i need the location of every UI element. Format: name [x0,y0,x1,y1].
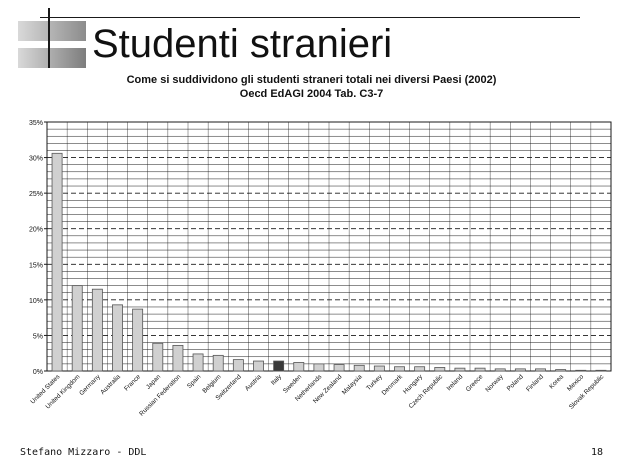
y-tick-label: 15% [29,262,43,269]
y-tick-label: 25% [29,191,43,198]
bar [394,366,405,372]
y-tick-label: 35% [29,120,43,127]
x-tick-label: Greece [465,373,485,393]
bar [414,366,426,372]
bar [293,362,305,372]
chart-subtitle: Oecd EdAGI 2004 Tab. C3-7 [239,88,384,100]
slide-page-number: 18 [590,447,603,458]
bar [434,367,446,372]
x-tick-label: Germany [78,373,102,397]
bar [313,363,325,372]
x-tick-label: Korea [548,373,565,390]
bar [91,288,103,372]
title-decoration-bar-bottom [18,48,86,68]
x-tick-label: Poland [506,373,525,392]
x-tick-label: Japan [145,373,163,391]
x-tick-label: Malaysia [341,373,364,396]
title-decoration-horizontal-line [40,17,580,18]
bar [51,152,63,372]
x-tick-label: Australia [99,373,122,396]
bar [555,369,567,372]
x-tick-label: Norway [484,373,505,394]
x-tick-label: Finland [525,373,545,393]
bar [575,369,587,372]
y-tick-label: 5% [33,333,43,340]
bar [172,344,184,372]
bar [535,368,546,372]
bar [192,353,204,372]
bar [514,368,526,372]
x-tick-label: Denmark [381,373,405,397]
x-tick-label: France [123,373,142,392]
slide-title: Studenti stranieri [92,22,393,66]
bar [253,360,264,372]
bar [273,360,285,372]
bar [232,359,244,372]
bar [112,304,123,372]
chart-bars [51,152,607,372]
y-tick-label: 30% [29,156,43,163]
bar [71,285,83,372]
bar [373,365,385,372]
slide-footer-author: Stefano Mizzaro - DDL [20,447,147,458]
x-tick-label: Turkey [365,373,384,392]
x-tick-label: Slovak Republic [568,373,606,411]
bar [595,369,607,372]
bar [353,364,365,372]
x-tick-label: Ireland [446,373,465,392]
title-decoration-bar-top [18,21,86,41]
bar [474,367,486,372]
x-tick-label: Mexico [566,373,586,393]
bar [333,364,345,372]
x-tick-label: Italy [270,373,284,387]
y-tick-label: 10% [29,298,43,305]
chart-grid [46,122,612,371]
y-tick-label: 20% [29,227,43,234]
x-tick-label: Austria [244,373,263,392]
title-decoration-vertical-line [48,8,50,68]
bar [494,368,506,372]
bar [212,354,224,372]
chart-axes: 0% 5% 10% 15% 20% 25% 30% 35% [29,120,612,376]
bar [132,308,144,372]
x-tick-label: Spain [186,373,203,390]
y-tick-label: 0% [33,369,43,376]
bar [454,367,466,372]
chart-title: Come si suddividono gli studenti straner… [126,74,497,86]
bar [152,342,164,372]
plot-frame [46,121,612,372]
